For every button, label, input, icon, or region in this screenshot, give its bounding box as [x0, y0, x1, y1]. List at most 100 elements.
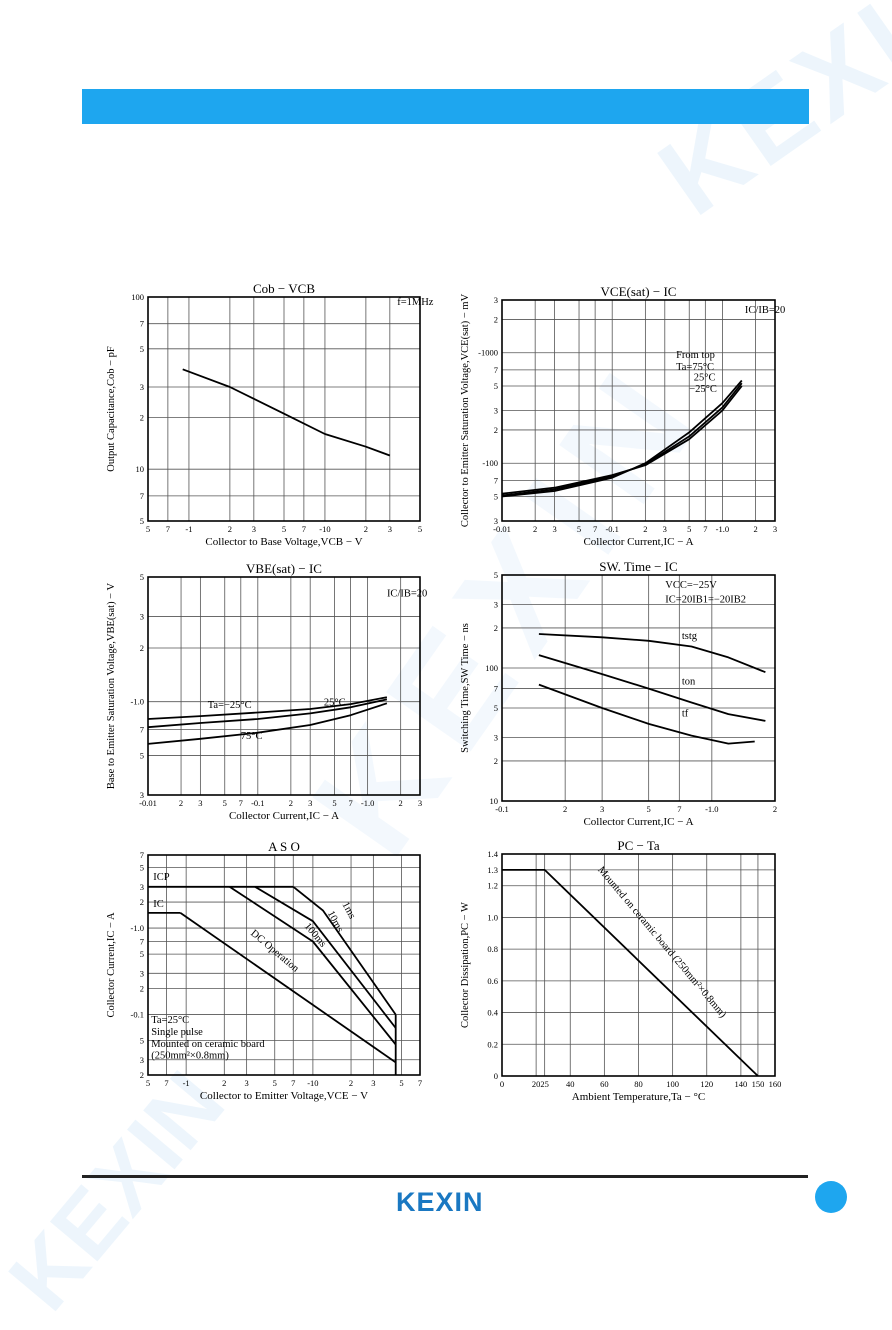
- series-line-1: [147, 698, 388, 729]
- x-tick-label: 5: [282, 524, 286, 534]
- series-line-2: [292, 886, 397, 1016]
- x-tick-label: 3: [600, 804, 604, 814]
- curve-label: ICP: [153, 872, 170, 883]
- y-tick-label: 3: [494, 600, 498, 610]
- x-tick-label: 160: [769, 1079, 782, 1089]
- x-axis-label: Collector to Base Voltage,VCB − V: [205, 536, 362, 548]
- y-tick-label: 5: [140, 750, 144, 760]
- y-tick-label: 7: [140, 491, 144, 501]
- annotation-label: From top: [676, 350, 715, 361]
- y-tick-label: 7: [140, 724, 144, 734]
- series-line-5: [179, 912, 397, 1064]
- x-tick-label: 150: [752, 1079, 765, 1089]
- y-tick-label: 5: [140, 863, 144, 873]
- x-tick-label: -1: [185, 524, 192, 534]
- y-tick-label: 1.4: [487, 849, 498, 859]
- y-tick-label: 0.6: [487, 976, 498, 986]
- series-line-3: [254, 886, 397, 1029]
- x-axis-label: Ambient Temperature,Ta − °C: [572, 1091, 706, 1103]
- x-tick-label: 120: [700, 1079, 713, 1089]
- y-tick-label: 5: [140, 344, 144, 354]
- series-line-0: [502, 869, 759, 1077]
- annotation-label: Ta=−25°C: [208, 700, 252, 711]
- y-tick-label: 7: [494, 365, 498, 375]
- x-tick-label: 7: [164, 1078, 168, 1088]
- x-tick-label: 5: [399, 1078, 403, 1088]
- x-tick-label: 2: [563, 804, 567, 814]
- vcesat-svg: -0.01 2 3 5 7 -0.1 2 3 5 7 -1.0 2 3 3 5 7 -100 2 3 5 7 -1000 2…: [460, 284, 785, 548]
- x-tick-label: -10: [307, 1078, 318, 1088]
- x-tick-label: 2: [289, 798, 293, 808]
- y-tick-label: 3: [494, 295, 498, 305]
- y-tick-label: 5: [494, 381, 498, 391]
- y-tick-label: 5: [494, 703, 498, 713]
- y-tick-label: -1.0: [131, 697, 144, 707]
- y-tick-label: 2: [140, 1070, 144, 1080]
- x-tick-label: -0.1: [495, 804, 508, 814]
- x-tick-label: 25: [540, 1079, 549, 1089]
- y-tick-label: 2: [140, 984, 144, 994]
- curve-label: IC: [153, 899, 164, 910]
- aso-svg: 5 7 -1 2 3 5 7 -10 2 3 5 7 2 3 5 -0.1 2 3 5 7 -1.0 2 3 5 7 A S O C…: [106, 839, 422, 1102]
- x-tick-label: 2: [533, 524, 537, 534]
- chart-title: VCE(sat) − IC: [601, 284, 677, 299]
- y-tick-label: 0.4: [487, 1008, 498, 1018]
- x-tick-label: 2: [753, 524, 757, 534]
- x-axis-label: Collector to Emitter Voltage,VCE − V: [200, 1090, 368, 1102]
- x-tick-label: 7: [593, 524, 597, 534]
- x-tick-label: 7: [348, 798, 352, 808]
- x-tick-label: 7: [302, 524, 306, 534]
- header-bar: [82, 89, 809, 124]
- annotation-label: tstg: [682, 631, 698, 642]
- x-tick-label: -1.0: [361, 798, 374, 808]
- y-tick-label: 5: [140, 949, 144, 959]
- vcesat-ic-chart: -0.01 2 3 5 7 -0.1 2 3 5 7 -1.0 2 3 3 5 7 -100 2 3 5 7 -1000 2…: [445, 280, 790, 555]
- annotation-label: tf: [682, 709, 689, 720]
- y-tick-label: -0.1: [131, 1010, 144, 1020]
- pc-svg: 0 20 25 40 60 80 100 120 140 150 160 0 0.2 0.4 0.6 0.8 1…: [460, 838, 782, 1103]
- x-axis-label: Collector Current,IC − A: [583, 816, 693, 828]
- x-tick-label: 5: [146, 524, 150, 534]
- x-tick-label: -0.1: [251, 798, 264, 808]
- y-tick-label: 2: [494, 314, 498, 324]
- x-tick-label: 2: [179, 798, 183, 808]
- swtime-svg: -0.1 2 3 5 7 -1.0 2 10 2 3 5 7 100 2 3 5 SW. Time − IC Co…: [460, 559, 777, 828]
- x-tick-label: 2: [222, 1078, 226, 1088]
- x-tick-label: 5: [146, 1078, 150, 1088]
- x-tick-label: 3: [418, 798, 422, 808]
- plot-frame: [501, 574, 776, 802]
- y-tick-label: 3: [494, 516, 498, 526]
- x-tick-label: 7: [418, 1078, 422, 1088]
- y-tick-label: -1.0: [131, 923, 144, 933]
- x-tick-label: -0.01: [493, 524, 511, 534]
- x-tick-label: 3: [773, 524, 777, 534]
- series-line-2: [147, 702, 388, 745]
- x-tick-label: 2: [773, 804, 777, 814]
- y-tick-label: 1.2: [487, 881, 498, 891]
- y-axis-label: Collector Dissipation,PC − W: [460, 902, 471, 1028]
- y-tick-label: 5: [494, 491, 498, 501]
- plot-frame: [147, 854, 421, 1076]
- series-line-0: [501, 379, 743, 498]
- y-tick-label: -100: [482, 458, 498, 468]
- annotation-label: VCC=−25V: [665, 580, 717, 591]
- x-tick-label: 3: [371, 1078, 375, 1088]
- y-tick-label: 10: [136, 464, 145, 474]
- chart-title: PC − Ta: [617, 838, 660, 853]
- kexin-logo: KEXIN: [396, 1187, 484, 1217]
- x-tick-label: -1.0: [705, 804, 718, 814]
- x-tick-label: 140: [735, 1079, 748, 1089]
- y-tick-label: 3: [140, 382, 144, 392]
- annotation-label: Ta=75°C: [676, 362, 714, 373]
- y-axis-label: Switching Time,SW Time − ns: [460, 623, 471, 753]
- annotation-label: Ta=25°C: [151, 1015, 189, 1026]
- y-tick-label: 10: [490, 796, 499, 806]
- y-tick-label: 2: [140, 897, 144, 907]
- chart-title: A S O: [268, 839, 300, 854]
- y-tick-label: 1.0: [487, 912, 498, 922]
- y-tick-label: -1000: [478, 348, 498, 358]
- y-tick-label: 7: [494, 475, 498, 485]
- x-tick-label: 5: [687, 524, 691, 534]
- series-line-0: [147, 696, 388, 720]
- x-tick-label: 7: [291, 1078, 295, 1088]
